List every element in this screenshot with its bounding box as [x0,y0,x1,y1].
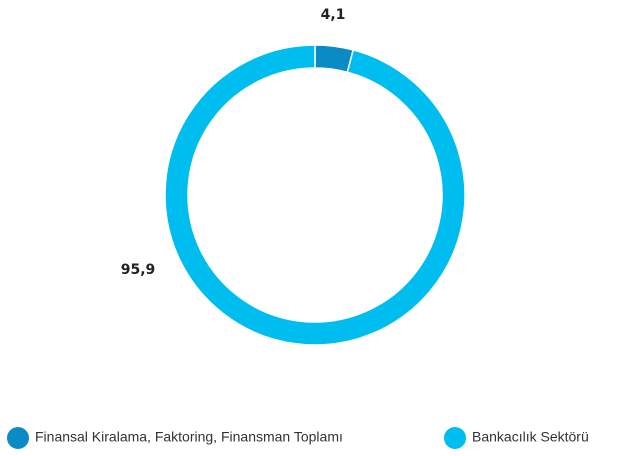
legend-label: Finansal Kiralama, Faktoring, Finansman … [35,429,343,445]
donut-slice [314,44,355,74]
value-label: 95,9 [121,262,156,278]
legend-swatch [444,427,466,449]
legend-swatch [7,427,29,449]
donut-slice [164,44,466,346]
legend-label: Bankacılık Sektörü [472,429,589,445]
value-label: 4,1 [321,7,346,23]
